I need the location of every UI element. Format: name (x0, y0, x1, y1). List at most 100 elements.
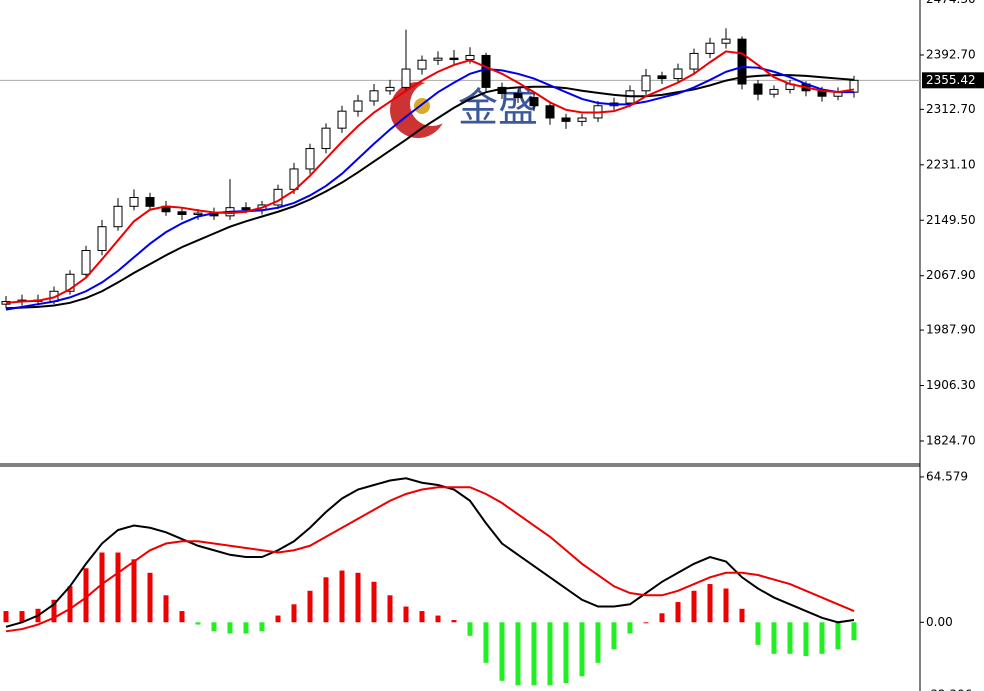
y-tick-label: 2474.30 (926, 0, 976, 6)
candle-body (417, 59, 427, 70)
histogram-bar (691, 590, 697, 623)
histogram-bar (99, 552, 105, 623)
candle-body (241, 207, 251, 211)
histogram-bar (499, 622, 505, 681)
y-tick-label: 2392.70 (926, 47, 976, 61)
indicator-line (5, 486, 855, 633)
candle-body (353, 100, 363, 112)
histogram-bar (787, 622, 793, 654)
histogram-bar (307, 590, 313, 623)
y-tick-label: 1906.30 (926, 378, 976, 392)
y-tick-label: 1824.70 (926, 433, 976, 447)
candle-body (65, 273, 75, 292)
histogram-bar (435, 615, 441, 623)
histogram-bar (259, 622, 265, 632)
current-price-label: 2355.42 (926, 73, 976, 87)
candle-body (321, 127, 331, 150)
histogram-bar (83, 568, 89, 623)
histogram-bar (739, 608, 745, 623)
histogram-bar (659, 613, 665, 623)
histogram-bar (195, 622, 201, 625)
histogram-bar (819, 622, 825, 654)
histogram-bar (19, 611, 25, 623)
histogram-bar (723, 588, 729, 623)
histogram-bar (707, 584, 713, 623)
histogram-bar (387, 595, 393, 623)
y-tick-label: -32.306 (926, 688, 972, 691)
current-price-box (922, 72, 984, 89)
histogram-bar (771, 622, 777, 654)
candle-body (273, 188, 283, 206)
histogram-bar (803, 622, 809, 657)
indicator-line (5, 66, 854, 311)
candle-body (529, 97, 539, 107)
candle-body (673, 68, 683, 80)
candle-body (705, 42, 715, 54)
y-tick-label: 2067.90 (926, 268, 976, 282)
candle-body (721, 38, 731, 44)
histogram-bar (147, 572, 153, 623)
indicator-line (5, 50, 855, 304)
histogram-bar (563, 622, 569, 684)
candle-body (97, 226, 107, 251)
histogram-bar (419, 611, 425, 623)
histogram-bar (131, 559, 137, 623)
histogram-bar (227, 622, 233, 634)
candle-body (81, 249, 91, 275)
y-tick-label: 1987.90 (926, 323, 976, 337)
histogram-bar (371, 581, 377, 623)
histogram-bar (547, 622, 553, 686)
histogram-bar (3, 611, 9, 623)
candle-body (385, 86, 395, 92)
histogram-bar (403, 606, 409, 623)
histogram-bar (835, 622, 841, 650)
candle-body (305, 148, 315, 170)
histogram-bar (323, 577, 329, 623)
indicator-line (5, 74, 855, 310)
histogram-bar (291, 604, 297, 623)
candle-body (145, 196, 155, 207)
candle-body (449, 57, 459, 61)
histogram-bar (595, 622, 601, 663)
histogram-bar (51, 599, 57, 623)
candle-body (337, 110, 347, 129)
candle-body (177, 211, 187, 215)
candle-body (753, 83, 763, 95)
histogram-bar (179, 611, 185, 623)
y-tick-label: 0.00 (926, 615, 953, 629)
histogram-bar (675, 602, 681, 623)
indicator-line (5, 477, 855, 628)
histogram-bar (163, 595, 169, 623)
histogram-bar (755, 622, 761, 645)
candle-body (289, 168, 299, 190)
candle-body (769, 88, 779, 95)
histogram-bar (851, 622, 857, 641)
y-tick-label: 2312.70 (926, 102, 976, 116)
histogram-bar (115, 552, 121, 623)
candle-body (657, 75, 667, 80)
candle-body (113, 205, 123, 228)
histogram-bar (211, 622, 217, 632)
candle-body (513, 93, 523, 99)
histogram-bar (579, 622, 585, 677)
y-tick-label: 2149.50 (926, 213, 976, 227)
candle-body (481, 54, 491, 88)
histogram-bar (611, 622, 617, 650)
candle-body (433, 57, 443, 61)
candle-body (545, 105, 555, 119)
y-tick-label: 2231.10 (926, 157, 976, 171)
candle-body (577, 117, 587, 122)
histogram-bar (627, 622, 633, 634)
candle-body (689, 52, 699, 70)
histogram-bar (483, 622, 489, 663)
histogram-bar (67, 586, 73, 623)
y-tick-label: 64.579 (926, 469, 968, 483)
histogram-bar (355, 572, 361, 623)
candle-body (561, 117, 571, 122)
histogram-bar (243, 622, 249, 634)
candle-body (401, 68, 411, 88)
histogram-bar (451, 620, 457, 623)
